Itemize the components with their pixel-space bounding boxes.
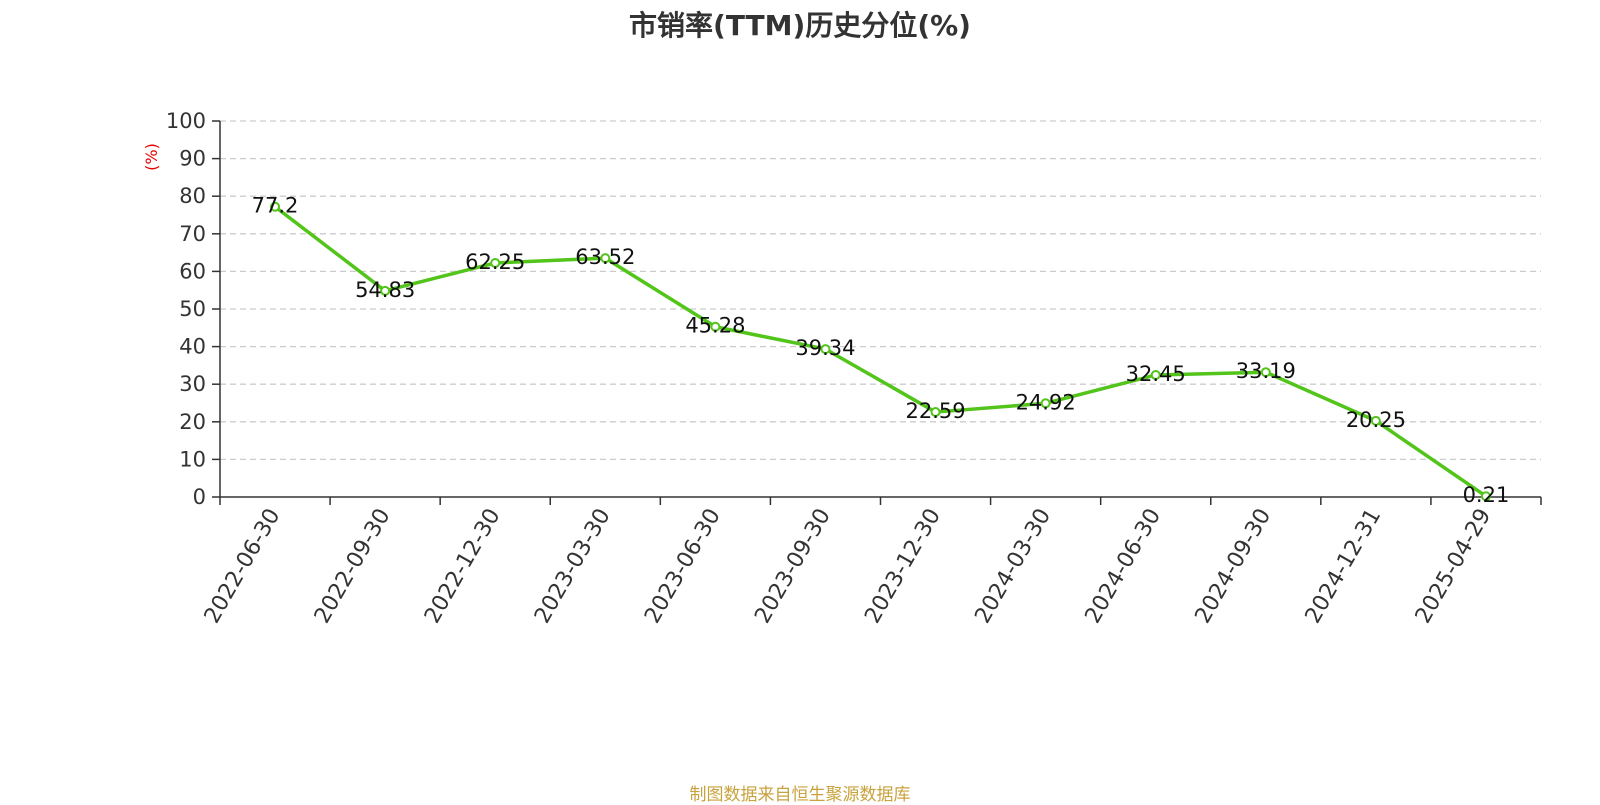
- data-point: [1150, 369, 1161, 380]
- data-point: [1370, 415, 1381, 426]
- data-point: [490, 257, 501, 268]
- data-point: [710, 321, 721, 332]
- x-tick-labels: 2022-06-30 2022-09-30 2022-12-30 2023-03-30…: [200, 505, 1496, 628]
- data-points: [270, 201, 1491, 502]
- y-tick-label: 10: [179, 447, 206, 471]
- data-point: [820, 344, 831, 355]
- y-tick-label: 20: [179, 410, 206, 434]
- series-line: [273, 205, 1487, 498]
- data-point: [600, 253, 611, 264]
- axes: [212, 120, 1542, 505]
- y-tick-label: 50: [179, 297, 206, 321]
- data-point: [1040, 398, 1051, 409]
- y-tick-label: 80: [179, 184, 206, 208]
- y-tick-label: 60: [179, 259, 206, 283]
- y-tick-label: 40: [179, 335, 206, 359]
- data-label: 62.25: [465, 250, 525, 274]
- x-tick-label: 2024-06-30: [1081, 505, 1167, 628]
- series-line-path: [273, 205, 1487, 498]
- y-axis-unit-label: (%): [142, 143, 161, 171]
- data-point: [380, 285, 391, 296]
- y-tick-labels: 0 10 20 30 40 50 60 70 80 90 100: [166, 109, 206, 509]
- data-label: 0.21: [1463, 483, 1510, 507]
- data-label: 54.83: [355, 278, 415, 302]
- data-label: 32.45: [1126, 362, 1186, 386]
- data-label: 22.59: [905, 399, 965, 423]
- data-label: 33.19: [1236, 359, 1296, 383]
- x-tick-label: 2024-03-30: [970, 505, 1056, 628]
- data-label: 77.2: [252, 194, 299, 218]
- y-tick-label: 30: [179, 372, 206, 396]
- x-tick-label: 2022-12-30: [420, 505, 506, 628]
- data-label: 24.92: [1016, 390, 1076, 414]
- x-tick-label: 2025-04-29: [1411, 505, 1497, 628]
- x-tick-label: 2022-09-30: [310, 505, 396, 628]
- data-point: [1260, 367, 1271, 378]
- y-tick-label: 0: [193, 485, 206, 509]
- x-tick-label: 2022-06-30: [200, 505, 286, 628]
- grid-lines: [220, 120, 1541, 461]
- x-tick-label: 2024-12-31: [1301, 505, 1387, 628]
- data-label: 63.52: [575, 245, 635, 269]
- data-label: 20.25: [1346, 408, 1406, 432]
- x-tick-label: 2023-03-30: [530, 505, 616, 628]
- source-note: 制图数据来自恒生聚源数据库: [689, 785, 911, 805]
- data-point: [270, 201, 281, 212]
- data-point: [930, 407, 941, 418]
- x-tick-label: 2023-12-30: [860, 505, 946, 628]
- x-tick-label: 2023-06-30: [640, 505, 726, 628]
- x-tick-label: 2023-09-30: [750, 505, 836, 628]
- y-tick-label: 70: [179, 222, 206, 246]
- data-point: [1480, 491, 1491, 502]
- data-labels: 77.2 54.83 62.25 63.52 45.28 39.34 22.59 24.92 3…: [252, 194, 1510, 507]
- chart-title: 市销率(TTM)历史分位(%): [629, 9, 971, 42]
- data-label: 39.34: [795, 336, 855, 360]
- y-tick-label: 90: [179, 147, 206, 171]
- data-label: 45.28: [685, 314, 745, 338]
- x-tick-label: 2024-09-30: [1191, 505, 1277, 628]
- y-tick-label: 100: [166, 109, 206, 133]
